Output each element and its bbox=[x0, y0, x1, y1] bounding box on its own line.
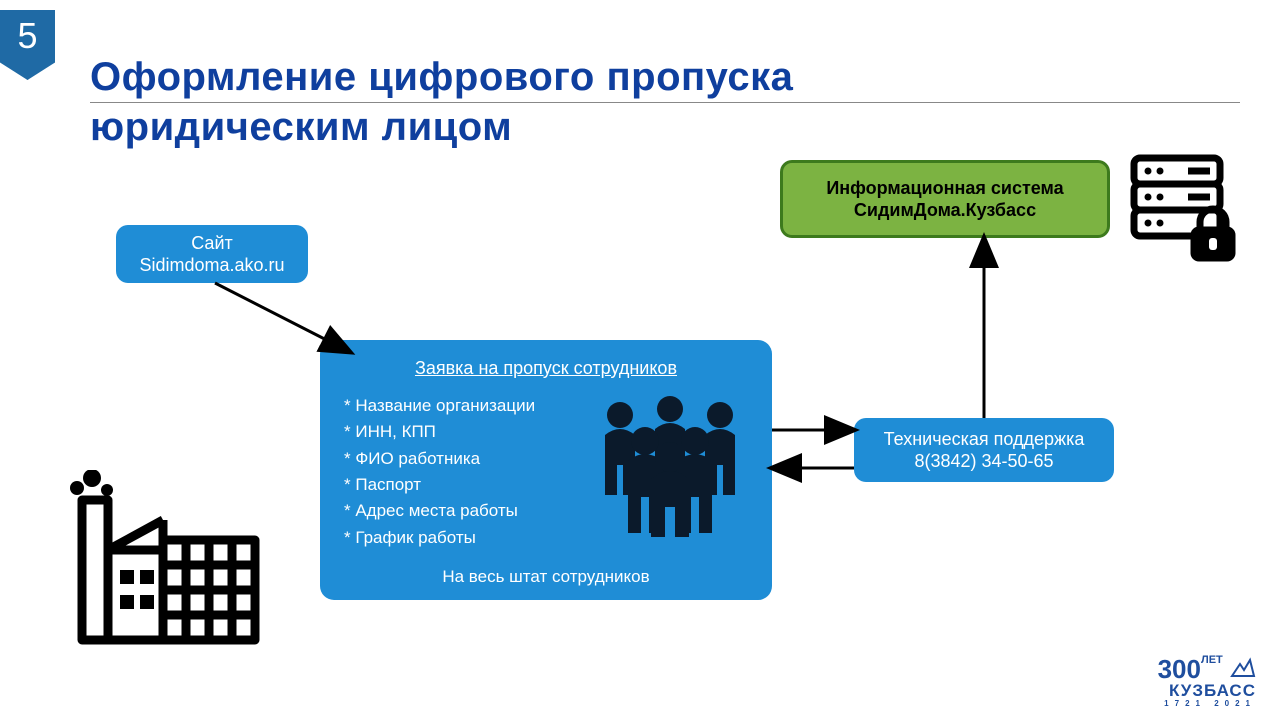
footer-logo-years: 1721 2021 bbox=[1158, 699, 1256, 708]
footer-logo-name: КУЗБАСС bbox=[1158, 681, 1256, 701]
arrows-layer bbox=[0, 0, 1280, 720]
footer-logo: 300ЛЕТ КУЗБАСС 1721 2021 bbox=[1158, 654, 1256, 708]
arrow-site-to-app bbox=[215, 283, 350, 352]
